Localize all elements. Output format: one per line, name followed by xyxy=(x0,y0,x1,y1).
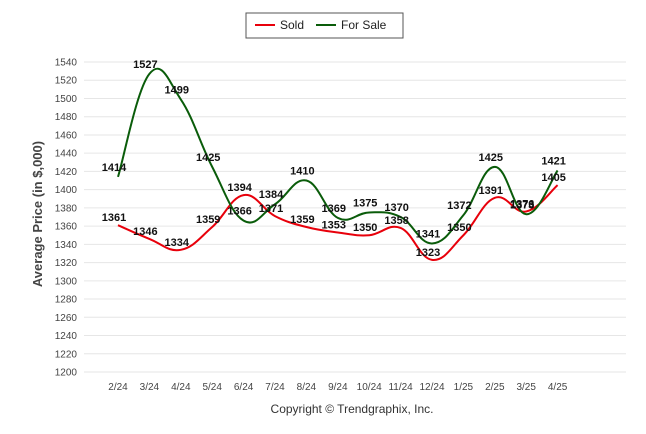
data-label: 1361 xyxy=(102,212,126,224)
data-label: 1425 xyxy=(196,152,220,164)
series-line-for-sale xyxy=(117,67,559,245)
y-tick-label: 1440 xyxy=(55,149,78,160)
data-label: 1346 xyxy=(133,226,157,238)
y-tick-label: 1260 xyxy=(55,313,78,324)
data-label: 1341 xyxy=(416,228,440,240)
y-tick-label: 1220 xyxy=(55,349,78,360)
y-tick-label: 1460 xyxy=(55,130,78,141)
x-tick-label: 5/24 xyxy=(202,382,222,393)
data-label: 1527 xyxy=(133,59,157,71)
y-tick-label: 1540 xyxy=(55,58,78,69)
y-tick-label: 1360 xyxy=(55,222,78,233)
x-tick-label: 11/24 xyxy=(388,382,413,393)
copyright-footer: Copyright © Trendgraphix, Inc. xyxy=(271,402,434,416)
y-axis: 1200 1220 1240 1260 1280 1300 1320 1340 1360 1380… xyxy=(55,58,78,379)
x-tick-label: 2/24 xyxy=(108,382,128,393)
data-label: 1350 xyxy=(447,222,471,234)
series-lines xyxy=(117,67,559,261)
data-label: 1384 xyxy=(259,189,284,201)
data-label: 1359 xyxy=(290,214,314,226)
y-tick-label: 1380 xyxy=(55,203,78,214)
x-tick-label: 9/24 xyxy=(328,382,348,393)
y-tick-label: 1520 xyxy=(55,76,78,87)
y-axis-label: Average Price (in $,000) xyxy=(30,141,45,287)
data-label: 1366 xyxy=(227,206,251,218)
x-tick-label: 10/24 xyxy=(357,382,382,393)
x-tick-label: 4/24 xyxy=(171,382,191,393)
data-label: 1376 xyxy=(510,199,534,211)
x-tick-label: 4/25 xyxy=(548,382,568,393)
data-label: 1414 xyxy=(102,162,127,174)
data-label: 1323 xyxy=(416,247,440,259)
x-tick-label: 8/24 xyxy=(297,382,317,393)
x-tick-label: 7/24 xyxy=(265,382,285,393)
x-tick-label: 3/24 xyxy=(140,382,160,393)
x-axis: 2/24 3/24 4/24 5/24 6/24 7/24 8/24 9/24 10/24 11/… xyxy=(108,382,568,393)
data-label: 1425 xyxy=(479,152,503,164)
data-label: 1371 xyxy=(259,203,283,215)
x-tick-label: 6/24 xyxy=(234,382,254,393)
legend-label-for-sale: For Sale xyxy=(341,18,387,32)
y-tick-label: 1480 xyxy=(55,112,78,123)
data-label: 1375 xyxy=(353,197,377,209)
x-tick-label: 12/24 xyxy=(419,382,444,393)
data-label: 1372 xyxy=(447,200,471,212)
data-label: 1410 xyxy=(290,166,314,178)
data-label: 1373 xyxy=(510,199,534,211)
x-tick-label: 1/25 xyxy=(454,382,474,393)
y-tick-label: 1400 xyxy=(55,185,78,196)
data-label: 1353 xyxy=(322,220,346,232)
y-tick-label: 1420 xyxy=(55,167,78,178)
data-label: 1405 xyxy=(541,172,565,184)
y-tick-label: 1320 xyxy=(55,258,78,269)
data-label: 1421 xyxy=(541,156,565,168)
legend: Sold For Sale xyxy=(245,12,404,39)
data-label: 1499 xyxy=(165,84,189,96)
grid xyxy=(84,61,626,373)
x-tick-label: 2/25 xyxy=(485,382,505,393)
data-labels: 1361 1346 1334 1359 1394 1371 1359 1353 1350 1358… xyxy=(102,59,566,259)
data-label: 1358 xyxy=(384,215,408,227)
data-label: 1350 xyxy=(353,222,377,234)
y-tick-label: 1340 xyxy=(55,240,78,251)
data-label: 1394 xyxy=(227,182,252,194)
data-label: 1370 xyxy=(384,202,408,214)
y-tick-label: 1240 xyxy=(55,331,78,342)
data-label: 1369 xyxy=(322,203,346,215)
data-label: 1359 xyxy=(196,214,220,226)
y-tick-label: 1500 xyxy=(55,94,78,105)
y-tick-label: 1200 xyxy=(55,368,78,379)
series-line-sold xyxy=(117,184,559,261)
y-tick-label: 1300 xyxy=(55,276,78,287)
legend-label-sold: Sold xyxy=(280,18,304,32)
data-label: 1391 xyxy=(479,185,503,197)
data-label: 1334 xyxy=(165,237,190,249)
x-tick-label: 3/25 xyxy=(516,382,536,393)
y-tick-label: 1280 xyxy=(55,295,78,306)
